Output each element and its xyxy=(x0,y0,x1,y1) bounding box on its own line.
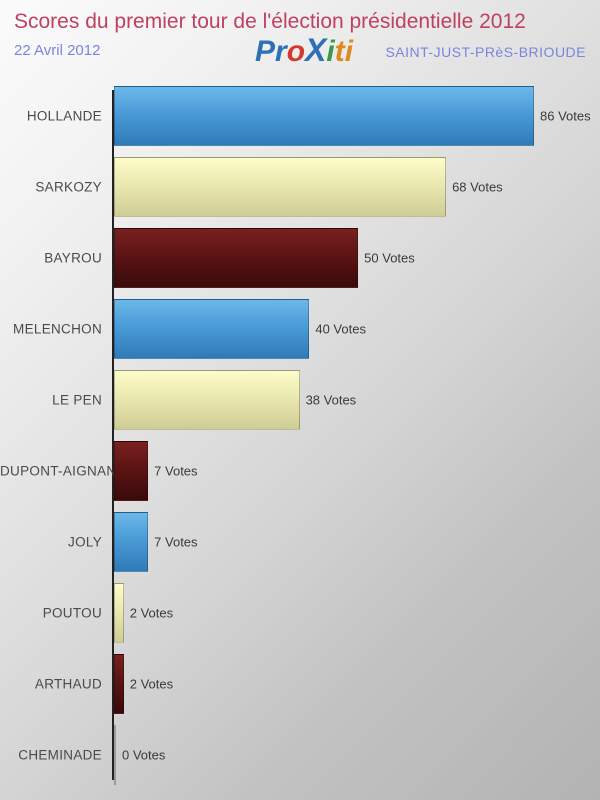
vote-count-label: 50 Votes xyxy=(364,250,415,265)
vote-count-label: 2 Votes xyxy=(130,676,173,691)
vote-bar xyxy=(114,370,300,430)
chart-row-bayrou: BAYROU 50 Votes xyxy=(0,222,600,293)
chart-row-poutou: POUTOU 2 Votes xyxy=(0,577,600,648)
category-label: ARTHAUD xyxy=(0,676,104,691)
chart-row-cheminade: CHEMINADE 0 Votes xyxy=(0,719,600,790)
vote-bar xyxy=(114,86,534,146)
category-label: HOLLANDE xyxy=(0,108,104,123)
chart-row-sarkozy: SARKOZY 68 Votes xyxy=(0,151,600,222)
vote-count-label: 38 Votes xyxy=(306,392,357,407)
category-label: POUTOU xyxy=(0,605,104,620)
vote-count-label: 7 Votes xyxy=(154,534,197,549)
chart-row-dupont-aignan: DUPONT-AIGNAN 7 Votes xyxy=(0,435,600,506)
vote-bar xyxy=(114,583,124,643)
chart-header: Scores du premier tour de l'élection pré… xyxy=(0,0,600,76)
vote-bar xyxy=(114,725,116,785)
chart-title: Scores du premier tour de l'élection pré… xyxy=(14,10,526,34)
chart-row-arthaud: ARTHAUD 2 Votes xyxy=(0,648,600,719)
category-label: JOLY xyxy=(0,534,104,549)
chart-rows-container: HOLLANDE 86 Votes SARKOZY 68 Votes BAYROU 50 … xyxy=(0,80,600,790)
bar-chart: HOLLANDE 86 Votes SARKOZY 68 Votes BAYROU 50 … xyxy=(0,80,600,790)
vote-count-label: 0 Votes xyxy=(122,747,165,762)
vote-bar xyxy=(114,512,148,572)
vote-bar xyxy=(114,157,446,217)
vote-count-label: 40 Votes xyxy=(315,321,366,336)
chart-location-label: SAINT-JUST-PRèS-BRIOUDE xyxy=(385,44,586,60)
category-label: CHEMINADE xyxy=(0,747,104,762)
vote-count-label: 86 Votes xyxy=(540,108,591,123)
chart-row-joly: JOLY 7 Votes xyxy=(0,506,600,577)
vote-bar xyxy=(114,441,148,501)
chart-row-le-pen: LE PEN 38 Votes xyxy=(0,364,600,435)
category-label: LE PEN xyxy=(0,392,104,407)
chart-row-melenchon: MELENCHON 40 Votes xyxy=(0,293,600,364)
proxiti-logo: ProXiti xyxy=(255,32,353,69)
chart-subtitle-date: 22 Avril 2012 xyxy=(14,42,100,59)
vote-count-label: 68 Votes xyxy=(452,179,503,194)
category-label: BAYROU xyxy=(0,250,104,265)
chart-row-hollande: HOLLANDE 86 Votes xyxy=(0,80,600,151)
vote-bar xyxy=(114,654,124,714)
vote-bar xyxy=(114,228,358,288)
category-label: MELENCHON xyxy=(0,321,104,336)
category-label: SARKOZY xyxy=(0,179,104,194)
vote-count-label: 2 Votes xyxy=(130,605,173,620)
category-label: DUPONT-AIGNAN xyxy=(0,463,104,478)
vote-count-label: 7 Votes xyxy=(154,463,197,478)
vote-bar xyxy=(114,299,309,359)
